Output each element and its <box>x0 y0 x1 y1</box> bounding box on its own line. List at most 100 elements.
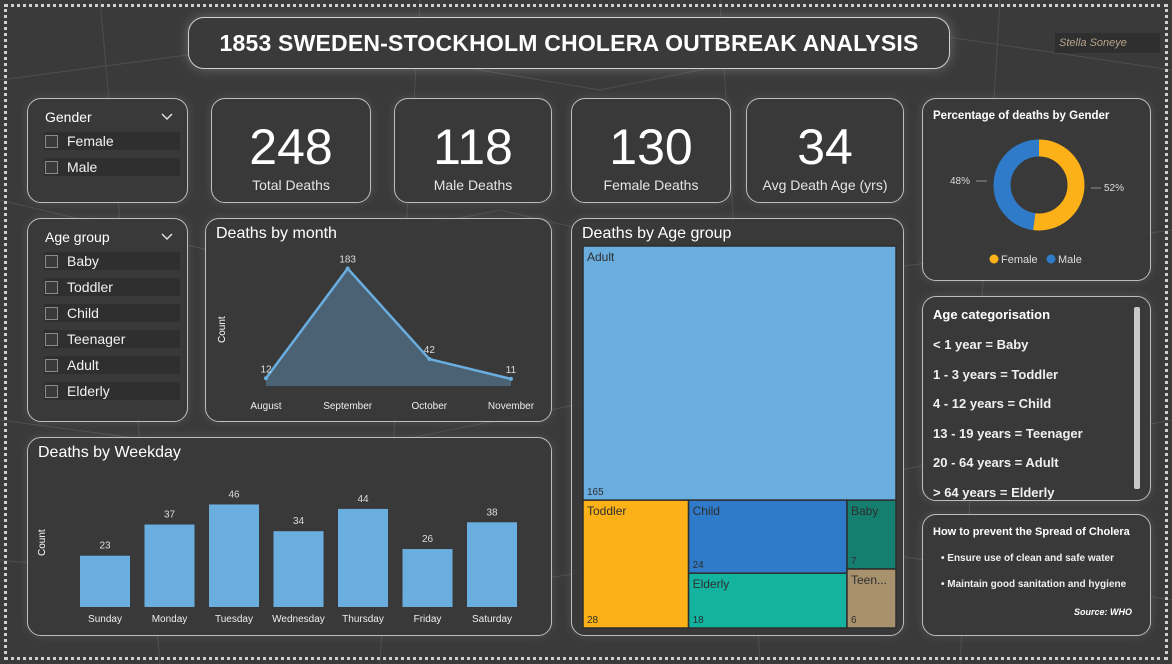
scrollbar[interactable] <box>1134 307 1140 489</box>
x-tick-label: November <box>488 401 535 412</box>
legend-female-marker <box>989 254 999 264</box>
tile-value: 7 <box>851 556 857 567</box>
tile-value: 6 <box>851 615 857 626</box>
age-slicer-title: Age group <box>45 229 110 245</box>
kpi-value: 118 <box>433 119 513 175</box>
gender-slicer-title: Gender <box>45 109 92 125</box>
checkbox[interactable] <box>45 280 58 294</box>
x-tick-label: October <box>412 401 448 412</box>
data-label: 46 <box>228 489 240 500</box>
data-label: 12 <box>260 364 272 375</box>
kpi-value: 130 <box>609 119 693 175</box>
treemap-tile[interactable] <box>582 245 897 501</box>
female-percent-label: 52% <box>1104 183 1124 194</box>
data-point[interactable] <box>345 266 350 271</box>
kpi-total-deaths: 248 Total Deaths <box>211 98 371 203</box>
legend-male[interactable]: Male <box>1058 254 1082 266</box>
category-line: 20 - 64 years = Adult <box>933 455 1059 470</box>
x-tick-label: Thursday <box>342 614 384 625</box>
checkbox[interactable] <box>45 134 58 148</box>
category-line: 13 - 19 years = Teenager <box>933 426 1083 441</box>
x-tick-label: Sunday <box>88 614 122 625</box>
data-label: 34 <box>293 516 305 527</box>
tile-value: 28 <box>587 615 599 626</box>
data-label: 23 <box>99 541 111 552</box>
treemap-tile[interactable] <box>582 499 690 629</box>
x-tick-label: August <box>250 401 281 412</box>
chart-title: Percentage of deaths by Gender <box>933 110 1110 122</box>
data-point[interactable] <box>509 376 513 381</box>
gender-slicer: Gender Female Male <box>27 98 188 203</box>
bar[interactable] <box>144 524 195 607</box>
data-label: 38 <box>486 507 498 518</box>
tile-value: 24 <box>693 560 705 571</box>
category-line: < 1 year = Baby <box>933 337 1029 352</box>
checkbox[interactable] <box>45 160 58 174</box>
source-note: Source: WHO <box>1073 607 1132 617</box>
treemap-tile[interactable] <box>687 572 848 629</box>
treemap-tile[interactable] <box>846 499 897 570</box>
prevention-item: • Ensure use of clean and safe water <box>941 553 1115 564</box>
weekday-bar-plot: Count 23 Sunday 37 Monday 46 Tuesday 34 Wednesd… <box>37 489 517 625</box>
kpi-label: Male Deaths <box>433 177 513 193</box>
age-option-elderly[interactable]: Elderly <box>44 382 180 400</box>
deaths-by-age-group-chart: Deaths by Age group Adult 165 Toddler 28 Chi… <box>571 218 904 636</box>
kpi-male-deaths: 118 Male Deaths <box>394 98 552 203</box>
bar[interactable] <box>467 522 517 607</box>
month-area-plot: Count 12 August 183 September 42 October 11 Nov… <box>217 254 535 412</box>
checkbox[interactable] <box>45 306 58 320</box>
checkbox[interactable] <box>45 254 58 268</box>
checkbox[interactable] <box>45 384 58 398</box>
data-point[interactable] <box>427 357 432 362</box>
treemap-tile[interactable] <box>687 499 848 574</box>
legend-male-marker <box>1046 254 1056 264</box>
y-axis-label: Count <box>217 316 228 343</box>
treemap-tile[interactable] <box>846 568 897 629</box>
category-line: 4 - 12 years = Child <box>933 396 1052 411</box>
gender-percentage-chart: Percentage of deaths by Gender 52% 48% F… <box>922 98 1151 281</box>
checkbox[interactable] <box>45 332 58 346</box>
tile-label: Teen... <box>851 573 887 587</box>
kpi-label: Female Deaths <box>603 177 699 193</box>
bar[interactable] <box>80 555 130 607</box>
bar[interactable] <box>209 504 259 607</box>
panel-title: Age categorisation <box>933 307 1051 322</box>
tile-label: Baby <box>851 504 878 518</box>
series-line <box>264 266 512 381</box>
kpi-avg-death-age: 34 Avg Death Age (yrs) <box>746 98 904 203</box>
bar[interactable] <box>273 531 324 607</box>
x-tick-label: Tuesday <box>215 614 253 625</box>
gender-option-male[interactable]: Male <box>44 158 180 176</box>
kpi-label: Total Deaths <box>252 177 330 193</box>
data-label: 37 <box>164 510 176 521</box>
title-banner: 1853 SWEDEN-STOCKHOLM CHOLERA OUTBREAK A… <box>188 17 950 69</box>
age-option-teenager[interactable]: Teenager <box>44 330 180 348</box>
x-tick-label: Monday <box>152 614 188 625</box>
checkbox[interactable] <box>45 358 58 372</box>
age-option-toddler[interactable]: Toddler <box>44 278 180 296</box>
gender-donut: 52% 48% Female Male <box>950 139 1124 266</box>
prevention-item: • Maintain good sanitation and hygiene <box>941 579 1127 590</box>
bar[interactable] <box>402 549 453 607</box>
age-option-adult[interactable]: Adult <box>44 356 180 374</box>
y-axis-label: Count <box>37 529 48 556</box>
bar[interactable] <box>338 508 388 607</box>
tile-label: Elderly <box>693 577 730 591</box>
age-option-baby[interactable]: Baby <box>44 252 180 270</box>
chevron-down-icon[interactable] <box>161 230 173 242</box>
tile-label: Child <box>693 504 720 518</box>
tile-value: 18 <box>693 615 705 626</box>
tile-label: Adult <box>587 250 615 264</box>
prevention-panel: How to prevent the Spread of Cholera • E… <box>922 514 1151 636</box>
dashboard-frame <box>4 4 1168 660</box>
category-line: 1 - 3 years = Toddler <box>933 367 1059 382</box>
data-label: 11 <box>506 365 517 376</box>
age-option-child[interactable]: Child <box>44 304 180 322</box>
gender-option-female[interactable]: Female <box>44 132 180 150</box>
chevron-down-icon[interactable] <box>161 110 173 122</box>
tile-label: Toddler <box>587 504 626 518</box>
legend-female[interactable]: Female <box>1001 254 1038 266</box>
x-tick-label: September <box>323 401 373 412</box>
data-point[interactable] <box>264 376 268 381</box>
kpi-female-deaths: 130 Female Deaths <box>571 98 731 203</box>
